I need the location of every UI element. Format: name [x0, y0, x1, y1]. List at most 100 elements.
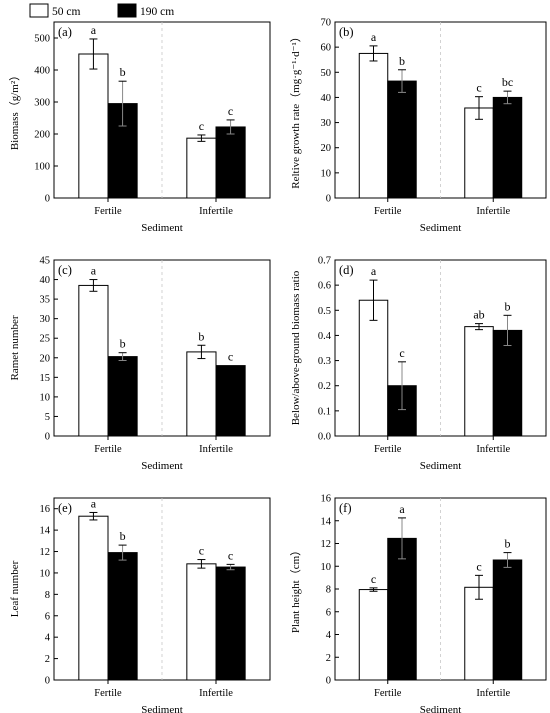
y-tick-label: 500 [34, 34, 50, 45]
x-axis-label: Sediment [141, 460, 183, 472]
significance-letter: b [120, 529, 126, 543]
panel-label: (a) [58, 25, 72, 39]
y-tick-label: 20 [40, 353, 51, 364]
y-tick-label: 14 [40, 526, 51, 537]
y-tick-label: 16 [321, 494, 332, 505]
significance-letter: c [228, 350, 233, 364]
x-tick-label: Fertile [94, 688, 122, 699]
x-tick-label: Infertile [199, 444, 233, 455]
bar [107, 356, 138, 437]
y-tick-label: 20 [321, 143, 332, 154]
significance-letter: c [476, 81, 481, 95]
x-tick-label: Infertile [199, 688, 233, 699]
chart-panel-4: 0.0 0.1 0.2 0.3 0.4 0.5 0.6 0.7 Fertile a c Inferti… [290, 256, 547, 472]
y-tick-label: 0 [326, 194, 331, 205]
bar [387, 537, 417, 681]
bar [215, 126, 246, 199]
significance-letter: bc [502, 75, 513, 89]
y-tick-label: 0.7 [318, 256, 331, 267]
y-axis-label: Biomass（g/m²） [8, 70, 21, 150]
significance-letter: a [399, 502, 405, 516]
significance-letter: b [120, 65, 126, 79]
y-tick-label: 10 [321, 562, 332, 573]
chart-panels: 0100200300400500FertileabInfertilecc(a)S… [8, 18, 547, 713]
y-tick-label: 2 [326, 653, 331, 664]
y-tick-label: 40 [40, 275, 51, 286]
y-axis-label: Reltive growth rate（mg·g⁻¹·d⁻¹） [289, 31, 302, 189]
bar [215, 365, 246, 437]
significance-letter: a [91, 23, 97, 37]
bar [107, 552, 138, 681]
significance-letter: ab [473, 308, 484, 322]
y-tick-label: 25 [40, 334, 51, 345]
x-axis-label: Sediment [141, 704, 183, 713]
y-tick-label: 8 [45, 590, 50, 601]
bar [78, 284, 109, 437]
bar [464, 586, 494, 681]
y-tick-label: 4 [45, 633, 51, 644]
y-tick-label: 60 [321, 43, 332, 54]
panel-label: (e) [58, 501, 72, 515]
x-axis-label: Sediment [420, 460, 462, 472]
bar [492, 96, 523, 199]
panel-label: (c) [58, 263, 72, 277]
significance-letter: b [399, 54, 405, 68]
bar [492, 329, 523, 437]
significance-letter: c [199, 119, 204, 133]
y-tick-label: 12 [40, 547, 51, 558]
y-tick-label: 70 [321, 18, 332, 29]
y-tick-label: 35 [40, 295, 51, 306]
legend-label-50cm: 50 cm [52, 6, 80, 18]
significance-letter: a [91, 496, 97, 510]
y-axis-label: Plant height（cm） [289, 545, 302, 633]
y-tick-label: 0 [45, 194, 50, 205]
y-tick-label: 8 [326, 585, 331, 596]
panel-label: (d) [339, 263, 354, 277]
y-tick-label: 50 [321, 68, 332, 79]
bar [186, 351, 217, 437]
bar [215, 566, 246, 681]
y-tick-label: 5 [45, 412, 50, 423]
bar [492, 559, 523, 681]
y-tick-label: 14 [321, 516, 332, 527]
y-tick-label: 2 [45, 654, 50, 665]
x-tick-label: Fertile [94, 206, 122, 217]
y-tick-label: 0 [45, 676, 50, 687]
chart-panel-1: 0 100 200 300 400 500 Fertile a b Infertile c c (a) S… [8, 21, 271, 234]
y-axis-label: Ramet number [9, 315, 21, 380]
x-axis-label: Sediment [420, 222, 462, 234]
y-axis-label: Below/above-ground biomass ratio [290, 270, 302, 425]
bar [464, 107, 494, 199]
y-tick-label: 10 [40, 392, 51, 403]
x-tick-label: Infertile [476, 444, 510, 455]
bar [358, 589, 389, 681]
y-tick-label: 6 [45, 611, 50, 622]
legend-label-190cm: 190 cm [140, 6, 174, 18]
y-tick-label: 0.2 [318, 381, 331, 392]
y-tick-label: 30 [40, 314, 51, 325]
y-tick-label: 0.3 [318, 356, 331, 367]
bar [358, 299, 389, 437]
y-tick-label: 100 [34, 162, 50, 173]
bar [387, 80, 417, 199]
significance-letter: a [371, 264, 377, 278]
y-axis-label: Leaf number [9, 560, 21, 617]
bar [186, 563, 217, 681]
significance-letter: c [399, 346, 404, 360]
legend: 50 cm 190 cm [29, 3, 174, 18]
y-tick-label: 0.4 [318, 331, 332, 342]
chart-panel-6: 0 2 4 6 8 10 12 14 16 Fertile c a Infertile c b (f) Sedi… [289, 494, 547, 713]
x-axis-label: Sediment [420, 704, 462, 713]
y-tick-label: 10 [321, 168, 332, 179]
chart-panel-3: 0 5 10 15 20 25 30 35 40 45 Fertile a b Infertile b c (c… [9, 256, 271, 472]
x-tick-label: Fertile [374, 206, 402, 217]
x-tick-label: Fertile [374, 444, 402, 455]
significance-letter: c [199, 544, 204, 558]
y-tick-label: 30 [321, 118, 332, 129]
y-tick-label: 0.1 [318, 406, 331, 417]
x-tick-label: Infertile [476, 688, 510, 699]
significance-letter: b [504, 537, 510, 551]
y-tick-label: 400 [34, 66, 50, 77]
y-tick-label: 16 [40, 504, 51, 515]
